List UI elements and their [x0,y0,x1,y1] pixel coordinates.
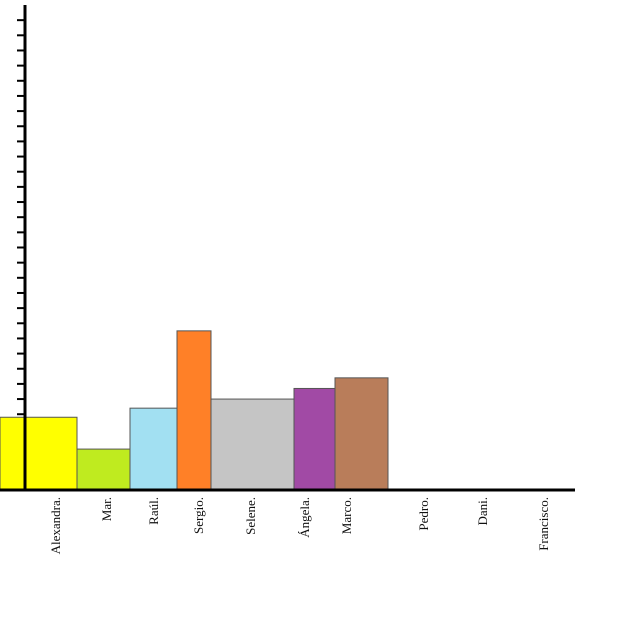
bar [334,377,389,491]
bar [129,407,178,491]
x-tick-label: Pedro. [416,497,431,531]
x-tick-label: Marco. [339,497,354,534]
x-tick-label: Dani. [475,497,490,526]
x-tick-label: Selene. [243,497,258,535]
x-tick-label: Raúl. [146,497,161,525]
bar [0,416,78,491]
x-tick-label: Sergio. [191,497,206,534]
bar [293,387,336,491]
bar [210,398,295,491]
x-tick-label: Ángela. [297,497,312,538]
bar [76,448,131,491]
x-tick-label: Francisco. [536,497,551,551]
x-tick-label: Mar. [99,497,114,521]
x-tick-label: Alexandra. [48,497,63,554]
bar [176,330,212,491]
